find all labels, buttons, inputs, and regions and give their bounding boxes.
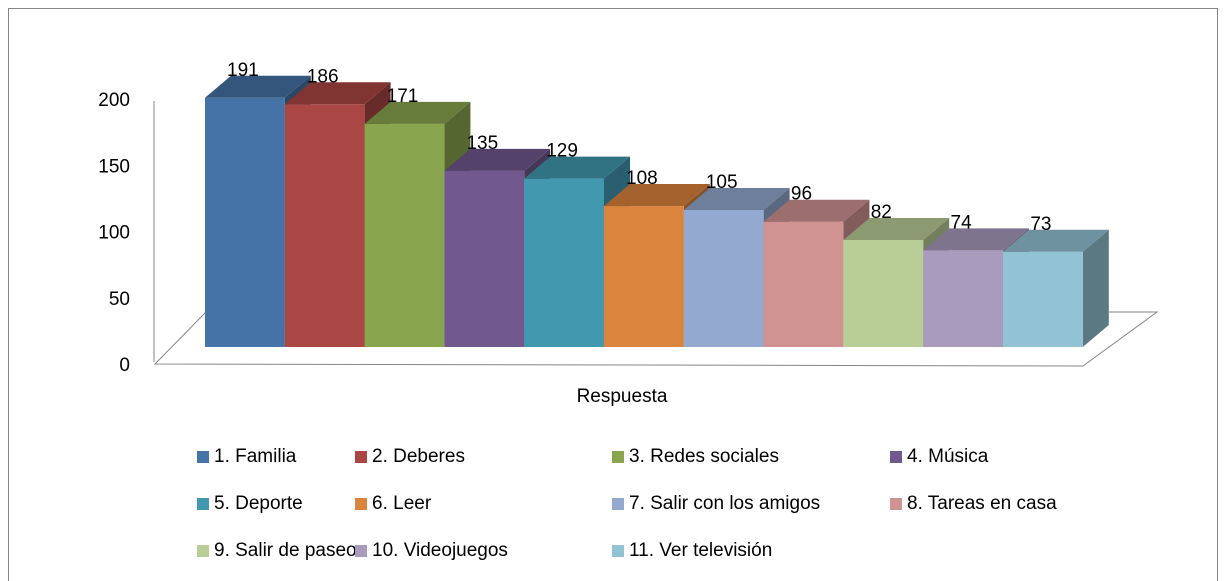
- legend-label: 10. Videojuegos: [372, 540, 508, 561]
- bar: [763, 221, 844, 347]
- legend-label: 8. Tareas en casa: [907, 493, 1057, 514]
- y-tick-label: 0: [119, 355, 130, 376]
- legend-label: 6. Leer: [372, 493, 432, 514]
- bar-top: [284, 82, 391, 105]
- legend-swatch: [612, 451, 624, 463]
- bar: [923, 250, 1003, 347]
- y-tick-label: 100: [98, 223, 130, 244]
- legend-label: 1. Familia: [214, 446, 297, 467]
- legend-swatch: [197, 545, 209, 557]
- value-label: 105: [706, 172, 738, 193]
- legend-swatch: [355, 498, 367, 510]
- value-label: 74: [951, 212, 973, 233]
- y-tick-label: 150: [98, 156, 130, 177]
- bar: [524, 178, 604, 347]
- y-tick-label: 200: [98, 90, 130, 111]
- bar: [1003, 251, 1083, 347]
- bar-top: [763, 199, 870, 222]
- legend-swatch: [197, 498, 209, 510]
- bar-top: [524, 156, 630, 179]
- bar-top: [604, 184, 710, 207]
- bar: [843, 239, 924, 347]
- bar: [284, 104, 365, 348]
- bar-top: [444, 148, 551, 171]
- bar-top: [205, 75, 311, 98]
- value-label: 108: [626, 168, 658, 189]
- bar: [205, 97, 285, 348]
- legend-label: 7. Salir con los amigos: [629, 493, 820, 514]
- legend-swatch: [890, 498, 902, 510]
- value-label: 82: [871, 202, 892, 223]
- legend-label: 5. Deporte: [214, 493, 303, 514]
- legend-label: 9. Salir de paseo: [214, 540, 357, 561]
- bar-top: [1003, 229, 1109, 252]
- value-label: 129: [546, 141, 578, 162]
- legend-label: 3. Redes sociales: [629, 446, 779, 467]
- legend-swatch: [355, 545, 367, 557]
- legend-label: 4. Música: [907, 446, 989, 467]
- y-tick-label: 50: [109, 289, 130, 310]
- value-label: 191: [227, 60, 259, 81]
- bar-side: [1082, 229, 1109, 347]
- legend-swatch: [890, 451, 902, 463]
- bar: [683, 209, 764, 347]
- legend-label: 2. Deberes: [372, 446, 465, 467]
- bar: [444, 170, 525, 347]
- bar-top: [843, 217, 950, 240]
- value-label: 186: [307, 66, 339, 87]
- value-label: 96: [791, 184, 812, 205]
- value-label: 135: [466, 133, 498, 154]
- x-axis-label: Respuesta: [577, 386, 668, 407]
- bar-top: [923, 228, 1029, 251]
- legend-label: 11. Ver televisión: [629, 540, 772, 561]
- legend-swatch: [197, 451, 209, 463]
- value-label: 171: [387, 86, 419, 107]
- value-label: 73: [1030, 214, 1051, 235]
- bar-top: [364, 101, 471, 124]
- legend-swatch: [612, 545, 624, 557]
- legend-swatch: [612, 498, 624, 510]
- bar: [604, 206, 684, 347]
- bar: [364, 123, 445, 347]
- legend-swatch: [355, 451, 367, 463]
- bar-top: [683, 187, 790, 210]
